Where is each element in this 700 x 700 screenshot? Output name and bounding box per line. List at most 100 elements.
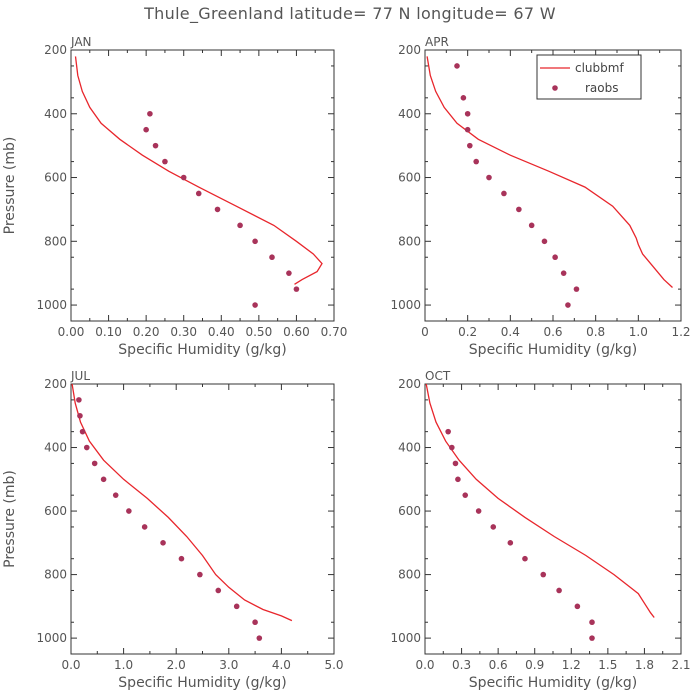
data-point-raobs — [197, 571, 203, 578]
data-point-raobs — [486, 174, 492, 181]
data-point-raobs — [141, 524, 148, 530]
data-point-raobs — [152, 142, 159, 149]
y-tick-label: 400 — [44, 107, 67, 121]
data-point-raobs — [473, 158, 480, 165]
y-axis-label: Pressure (mb) — [2, 470, 18, 568]
series-line-clubbmf — [426, 56, 673, 288]
y-tick-label: 800 — [44, 568, 67, 582]
x-tick-label: 0.3 — [452, 658, 471, 672]
x-axis-label: Specific Humidity (g/kg) — [118, 342, 286, 358]
x-axis-label: Specific Humidity (g/kg) — [118, 675, 286, 691]
data-point-raobs — [540, 571, 547, 578]
y-tick-label: 200 — [44, 43, 67, 57]
series-line-clubbmf — [74, 56, 323, 285]
x-tick-label: 1.2 — [562, 658, 581, 672]
x-tick-label: 1.0 — [114, 658, 133, 672]
data-point-raobs — [522, 555, 528, 562]
figure-title: Thule_Greenland latitude= 77 N longitude… — [144, 4, 556, 23]
data-point-raobs — [454, 63, 460, 69]
x-tick-label: 0.6 — [489, 658, 508, 672]
plot-frame — [70, 49, 335, 322]
x-tick-label: 0.10 — [95, 325, 122, 339]
x-tick-label: 0.9 — [525, 658, 544, 672]
x-tick-label: 0.00 — [58, 325, 85, 339]
data-point-raobs — [237, 222, 243, 229]
y-tick-label: 1000 — [36, 631, 67, 645]
data-point-raobs — [293, 286, 300, 292]
data-point-raobs — [560, 270, 567, 276]
legend-box — [536, 54, 642, 100]
data-point-raobs — [143, 126, 149, 133]
data-point-raobs — [112, 492, 119, 498]
y-tick-label: 600 — [398, 504, 421, 518]
data-point-raobs — [464, 126, 471, 133]
y-tick-label: 1000 — [390, 631, 421, 645]
data-point-raobs — [178, 555, 185, 562]
data-point-raobs — [574, 603, 581, 610]
data-point-raobs — [556, 587, 562, 594]
y-tick-label: 800 — [398, 568, 421, 582]
data-point-raobs — [83, 444, 90, 451]
panel-title: JUL — [70, 369, 90, 383]
data-point-raobs — [252, 238, 258, 245]
data-point-raobs — [528, 222, 535, 229]
data-point-raobs — [507, 540, 514, 546]
x-tick-label: 0.4 — [501, 325, 520, 339]
data-point-raobs — [589, 619, 595, 626]
plot-frame — [70, 383, 335, 655]
data-point-raobs — [195, 190, 202, 197]
data-point-raobs — [460, 95, 467, 101]
data-point-raobs — [91, 460, 98, 467]
panel-title: APR — [425, 35, 449, 49]
x-tick-label: 0.60 — [283, 325, 310, 339]
data-point-raobs — [565, 302, 571, 308]
x-tick-label: 0.70 — [321, 325, 348, 339]
data-point-raobs — [160, 540, 166, 546]
data-point-raobs — [180, 174, 187, 181]
y-tick-label: 400 — [398, 441, 421, 455]
y-tick-label: 400 — [44, 441, 67, 455]
y-tick-label: 1000 — [36, 298, 67, 312]
data-point-raobs — [269, 254, 275, 261]
x-tick-label: 0.8 — [586, 325, 605, 339]
data-point-raobs — [445, 428, 451, 435]
data-point-raobs — [76, 397, 82, 403]
data-point-raobs — [100, 476, 107, 483]
data-point-raobs — [214, 206, 221, 213]
legend-marker-swatch — [552, 85, 558, 91]
data-point-raobs — [475, 508, 482, 514]
legend-label: clubbmf — [575, 61, 624, 75]
data-point-raobs — [541, 238, 548, 245]
data-point-raobs — [589, 635, 595, 641]
y-tick-label: 600 — [398, 171, 421, 185]
x-tick-label: 0.40 — [208, 325, 235, 339]
panel-title: OCT — [425, 369, 451, 383]
x-tick-label: 0.50 — [245, 325, 272, 339]
data-point-raobs — [552, 254, 558, 261]
x-tick-label: 4.0 — [272, 658, 291, 672]
data-point-raobs — [501, 190, 507, 197]
data-point-raobs — [490, 524, 497, 530]
data-point-raobs — [464, 110, 471, 117]
y-tick-label: 800 — [398, 234, 421, 248]
data-point-raobs — [77, 412, 83, 419]
x-tick-label: 3.0 — [219, 658, 238, 672]
x-tick-label: 0.30 — [170, 325, 197, 339]
data-point-raobs — [233, 603, 240, 610]
x-tick-label: 2.1 — [671, 658, 690, 672]
data-point-raobs — [256, 635, 263, 641]
data-point-raobs — [452, 460, 459, 467]
x-tick-label: 5.0 — [324, 658, 343, 672]
panel-oct: OCT 200 400 600 800 1000 0.0 0.3 0.6 0.9 1.2 1.5 1.8… — [390, 369, 690, 691]
data-point-raobs — [573, 286, 580, 292]
data-point-raobs — [516, 206, 522, 213]
y-tick-label: 600 — [44, 171, 67, 185]
data-point-raobs — [147, 110, 153, 117]
y-axis-label: Pressure (mb) — [2, 137, 18, 235]
y-tick-label: 200 — [398, 377, 421, 391]
y-tick-label: 400 — [398, 107, 421, 121]
legend-label: raobs — [585, 81, 619, 95]
data-point-raobs — [215, 587, 222, 594]
